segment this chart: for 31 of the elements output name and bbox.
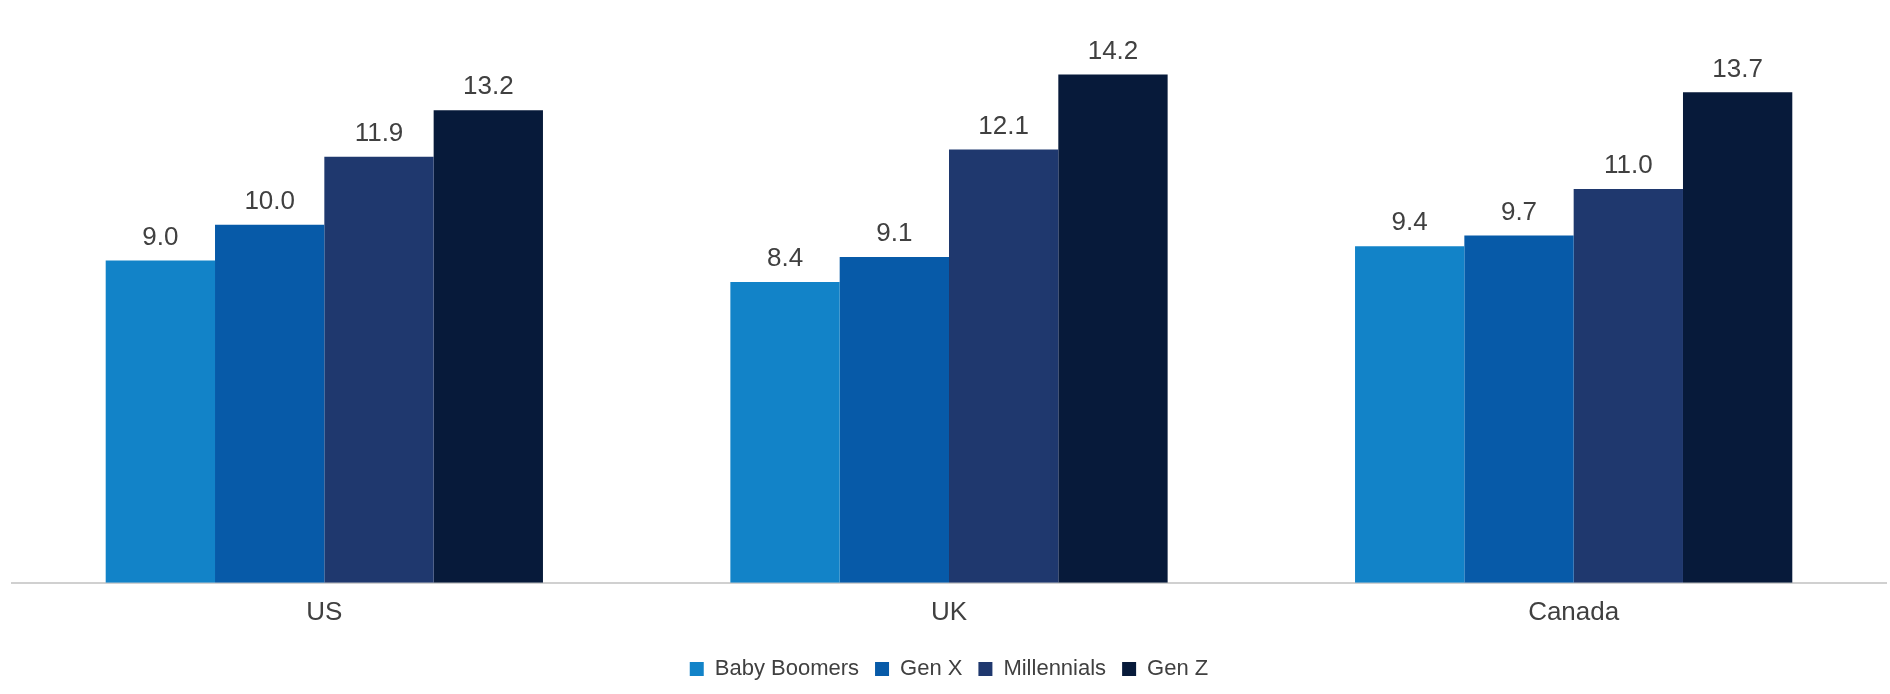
bar xyxy=(1058,74,1168,583)
data-label: 14.2 xyxy=(1087,34,1139,65)
bar xyxy=(1682,92,1793,583)
data-label: 12.1 xyxy=(978,109,1029,140)
legend-label: Gen Z xyxy=(1147,655,1209,681)
bar xyxy=(949,149,1059,583)
bar xyxy=(433,110,543,583)
x-tick-label: Canada xyxy=(1528,595,1620,626)
data-label: 9.4 xyxy=(1391,206,1428,237)
data-label: 9.7 xyxy=(1500,195,1538,226)
bar xyxy=(215,224,325,583)
data-label: 13.2 xyxy=(463,70,514,101)
x-tick-label: US xyxy=(306,595,343,626)
bar xyxy=(1573,189,1683,583)
data-label: 8.4 xyxy=(766,242,804,273)
data-label: 10.0 xyxy=(244,184,295,215)
legend-label: Baby Boomers xyxy=(714,655,860,681)
data-label: 11.9 xyxy=(354,116,404,147)
legend-label: Gen X xyxy=(900,655,963,681)
bar xyxy=(1355,246,1465,583)
data-label: 9.0 xyxy=(142,220,179,251)
bar xyxy=(1464,235,1574,583)
bar xyxy=(839,257,949,583)
data-label: 13.7 xyxy=(1712,52,1763,83)
bar xyxy=(730,282,840,583)
data-label: 11.0 xyxy=(1603,149,1653,180)
legend-label: Millennials xyxy=(1003,655,1107,681)
data-label: 9.1 xyxy=(876,217,913,248)
bar xyxy=(105,260,216,583)
bar xyxy=(324,156,434,583)
x-tick-label: UK xyxy=(930,595,968,626)
